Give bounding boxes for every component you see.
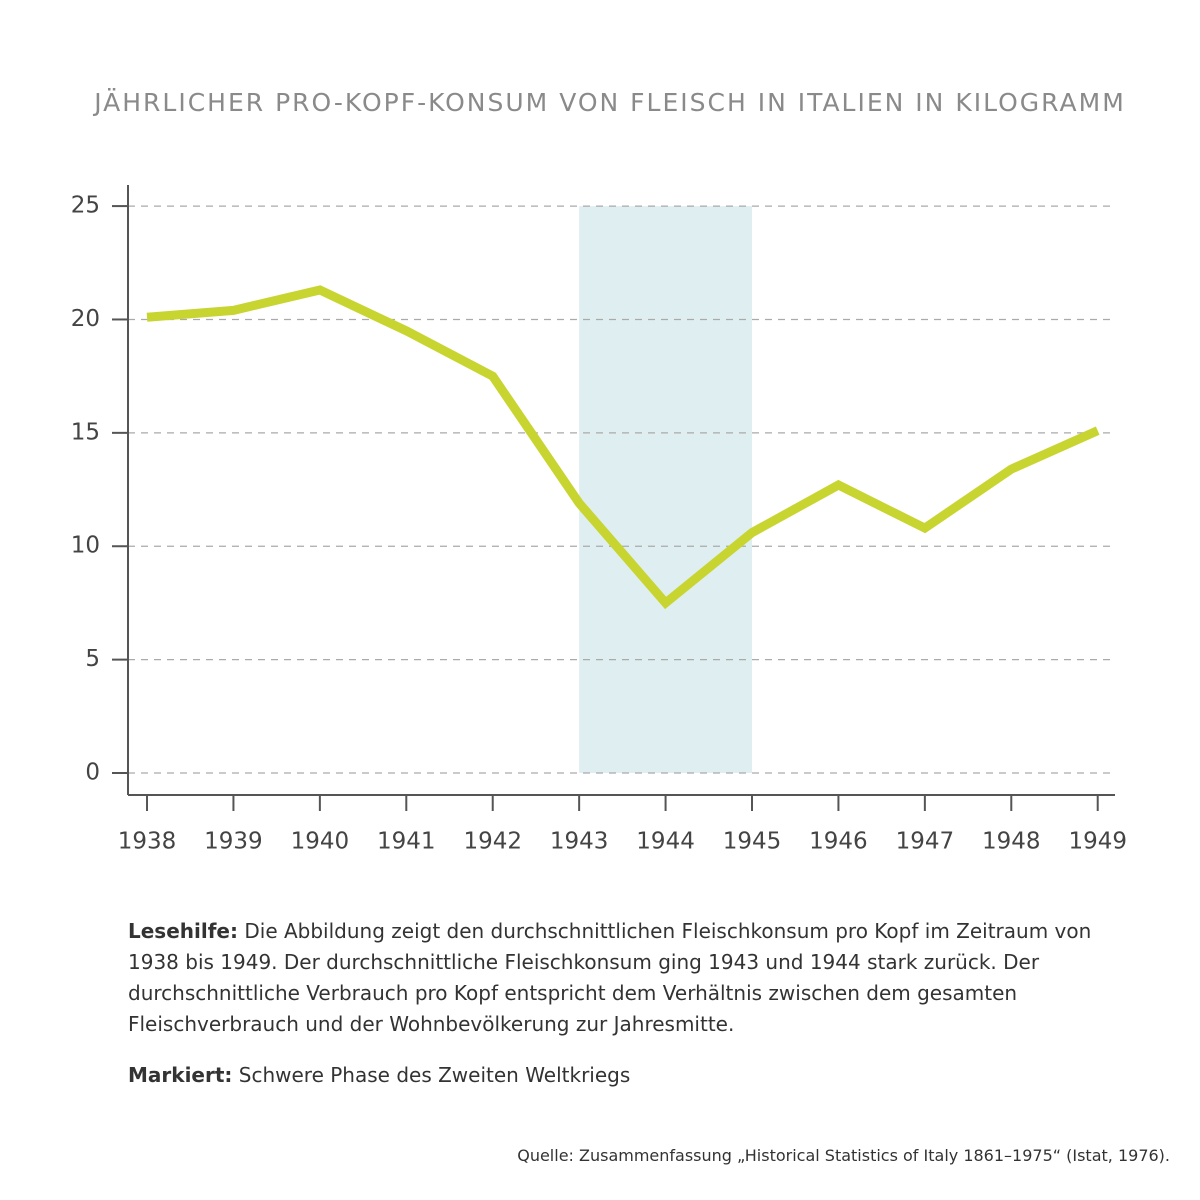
y-tick-label: 10 xyxy=(71,533,100,559)
x-tick-label: 1938 xyxy=(118,829,177,855)
x-tick-label: 1941 xyxy=(377,829,436,855)
x-tick-label: 1946 xyxy=(809,829,868,855)
y-tick-label: 20 xyxy=(71,306,100,332)
note: Markiert: Schwere Phase des Zweiten Welt… xyxy=(128,1060,1128,1091)
x-tick-label: 1942 xyxy=(463,829,522,855)
chart: JÄHRLICHER PRO-KOPF-KONSUM VON FLEISCH I… xyxy=(71,88,1127,855)
x-tick-label: 1944 xyxy=(636,829,695,855)
x-tick-label: 1939 xyxy=(204,829,263,855)
x-tick-label: 1948 xyxy=(982,829,1041,855)
note: Lesehilfe: Die Abbildung zeigt den durch… xyxy=(128,916,1128,1040)
source: Quelle: Zusammenfassung „Historical Stat… xyxy=(517,1146,1170,1165)
chart-title: JÄHRLICHER PRO-KOPF-KONSUM VON FLEISCH I… xyxy=(92,88,1126,117)
x-tick-label: 1947 xyxy=(896,829,955,855)
x-tick-label: 1945 xyxy=(723,829,782,855)
x-tick-label: 1940 xyxy=(291,829,350,855)
note-label: Lesehilfe: xyxy=(128,919,238,943)
notes: Lesehilfe: Die Abbildung zeigt den durch… xyxy=(128,916,1128,1111)
note-text: Die Abbildung zeigt den durchschnittlich… xyxy=(128,919,1092,1036)
x-tick-label: 1943 xyxy=(550,829,609,855)
y-tick-label: 0 xyxy=(85,760,100,786)
x-tick-label: 1949 xyxy=(1068,829,1127,855)
y-tick-label: 15 xyxy=(71,419,100,445)
note-text: Schwere Phase des Zweiten Weltkriegs xyxy=(238,1063,631,1087)
note-label: Markiert: xyxy=(128,1063,233,1087)
data-line xyxy=(146,285,1100,610)
highlight-band xyxy=(579,206,753,774)
y-tick-label: 25 xyxy=(71,193,100,219)
y-tick-label: 5 xyxy=(85,646,100,672)
